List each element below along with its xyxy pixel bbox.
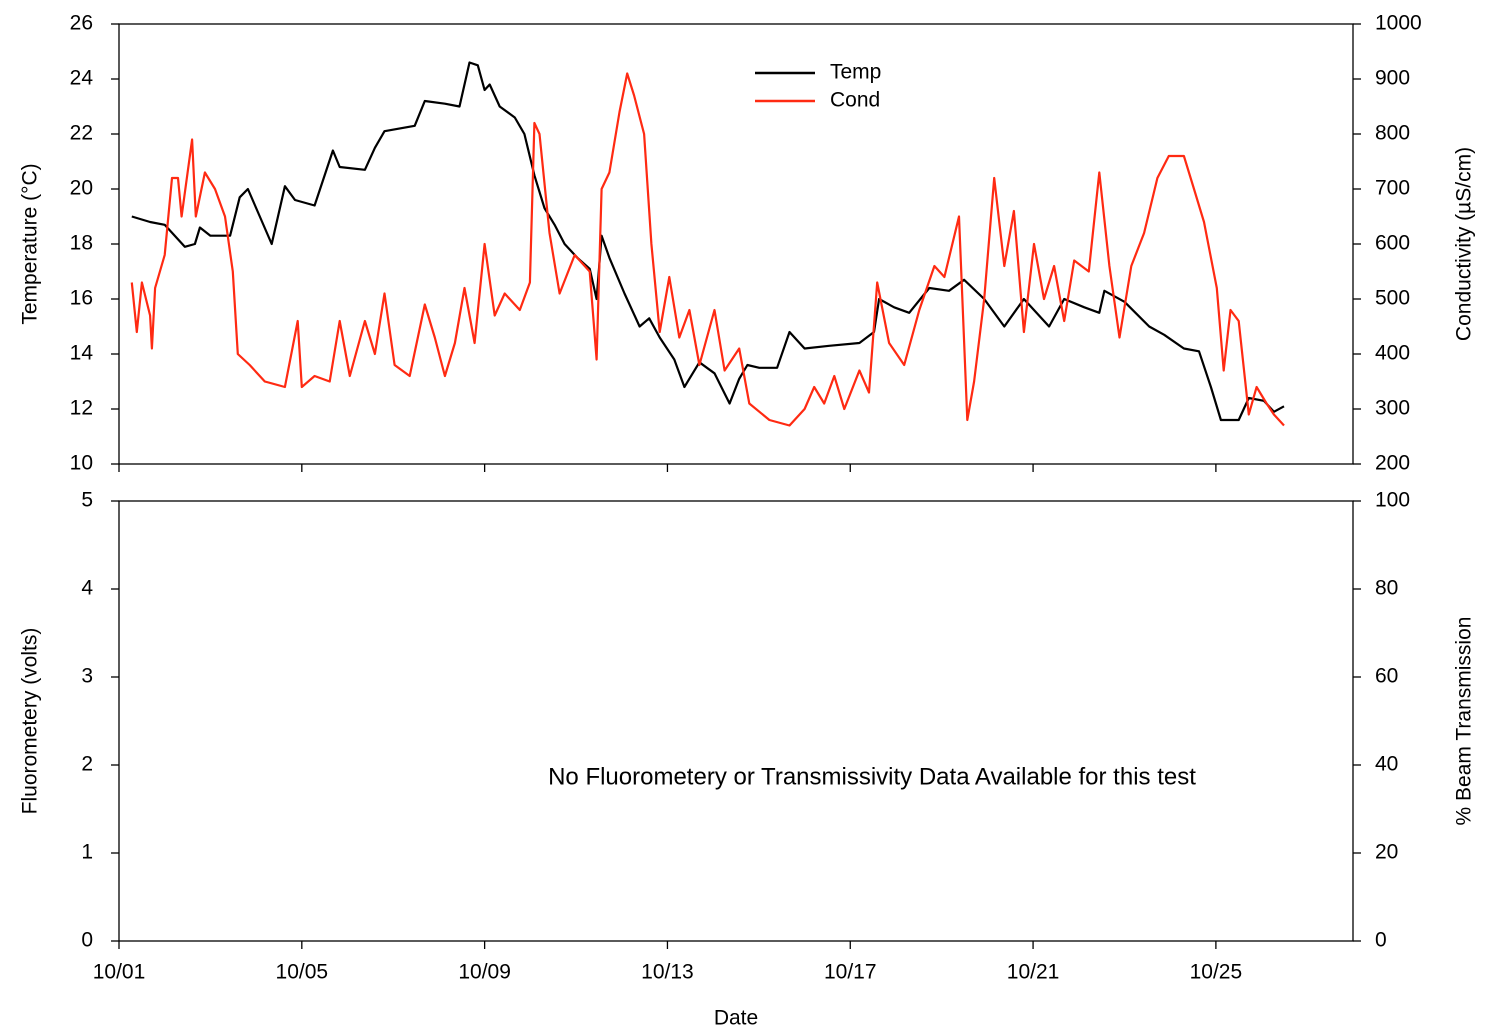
x-axis-label: Date: [714, 1007, 758, 1030]
x-tick-label: 10/01: [93, 961, 146, 984]
y2-tick-label: 80: [1375, 577, 1398, 600]
y-tick-label: 18: [70, 232, 93, 255]
y-tick-label: 3: [81, 665, 93, 688]
y2-tick-label: 0: [1375, 929, 1387, 952]
y-tick-label: 16: [70, 287, 93, 310]
y2-tick-label: 900: [1375, 67, 1410, 90]
y-tick-label: 2: [81, 753, 93, 776]
y-tick-label: 5: [81, 489, 93, 512]
y-tick-label: 12: [70, 397, 93, 420]
y-tick-label: 24: [70, 67, 94, 90]
y-axis-label: Fluorometery (volts): [19, 628, 42, 815]
series-line: [130, 72, 1285, 427]
y-tick-label: 0: [81, 929, 93, 952]
y-tick-label: 26: [70, 12, 93, 35]
series-line: [131, 61, 1285, 422]
y2-tick-label: 100: [1375, 489, 1410, 512]
annotation: No Fluorometery or Transmissivity Data A…: [548, 763, 1196, 790]
y-tick-label: 22: [70, 122, 93, 145]
x-tick-label: 10/13: [641, 961, 694, 984]
y-tick-label: 1: [81, 841, 93, 864]
y-tick-label: 4: [81, 577, 93, 600]
y-tick-label: 14: [70, 342, 94, 365]
y2-tick-label: 500: [1375, 287, 1410, 310]
y2-tick-label: 700: [1375, 177, 1410, 200]
plot-frame: [118, 23, 1354, 465]
y2-tick-label: 800: [1375, 122, 1410, 145]
y2-axis-label: Conductivity (µS/cm): [1453, 147, 1476, 341]
y2-tick-label: 300: [1375, 397, 1410, 420]
legend-label: Temp: [830, 61, 881, 84]
y-tick-label: 20: [70, 177, 93, 200]
y2-tick-label: 600: [1375, 232, 1410, 255]
y-axis-label: Temperature (°C): [19, 163, 42, 324]
y2-tick-label: 40: [1375, 753, 1398, 776]
x-tick-label: 10/09: [458, 961, 511, 984]
y2-tick-label: 20: [1375, 841, 1398, 864]
legend-label: Cond: [830, 89, 880, 112]
plot-frame: [118, 500, 1354, 942]
x-tick-label: 10/05: [276, 961, 329, 984]
y2-axis-label: % Beam Transmission: [1453, 617, 1476, 826]
y2-tick-label: 400: [1375, 342, 1410, 365]
x-tick-label: 10/17: [824, 961, 877, 984]
x-tick-label: 10/21: [1007, 961, 1060, 984]
y2-tick-label: 60: [1375, 665, 1398, 688]
y2-tick-label: 1000: [1375, 12, 1422, 35]
y2-tick-label: 200: [1375, 452, 1410, 475]
x-tick-label: 10/25: [1190, 961, 1243, 984]
y-tick-label: 10: [70, 452, 93, 475]
